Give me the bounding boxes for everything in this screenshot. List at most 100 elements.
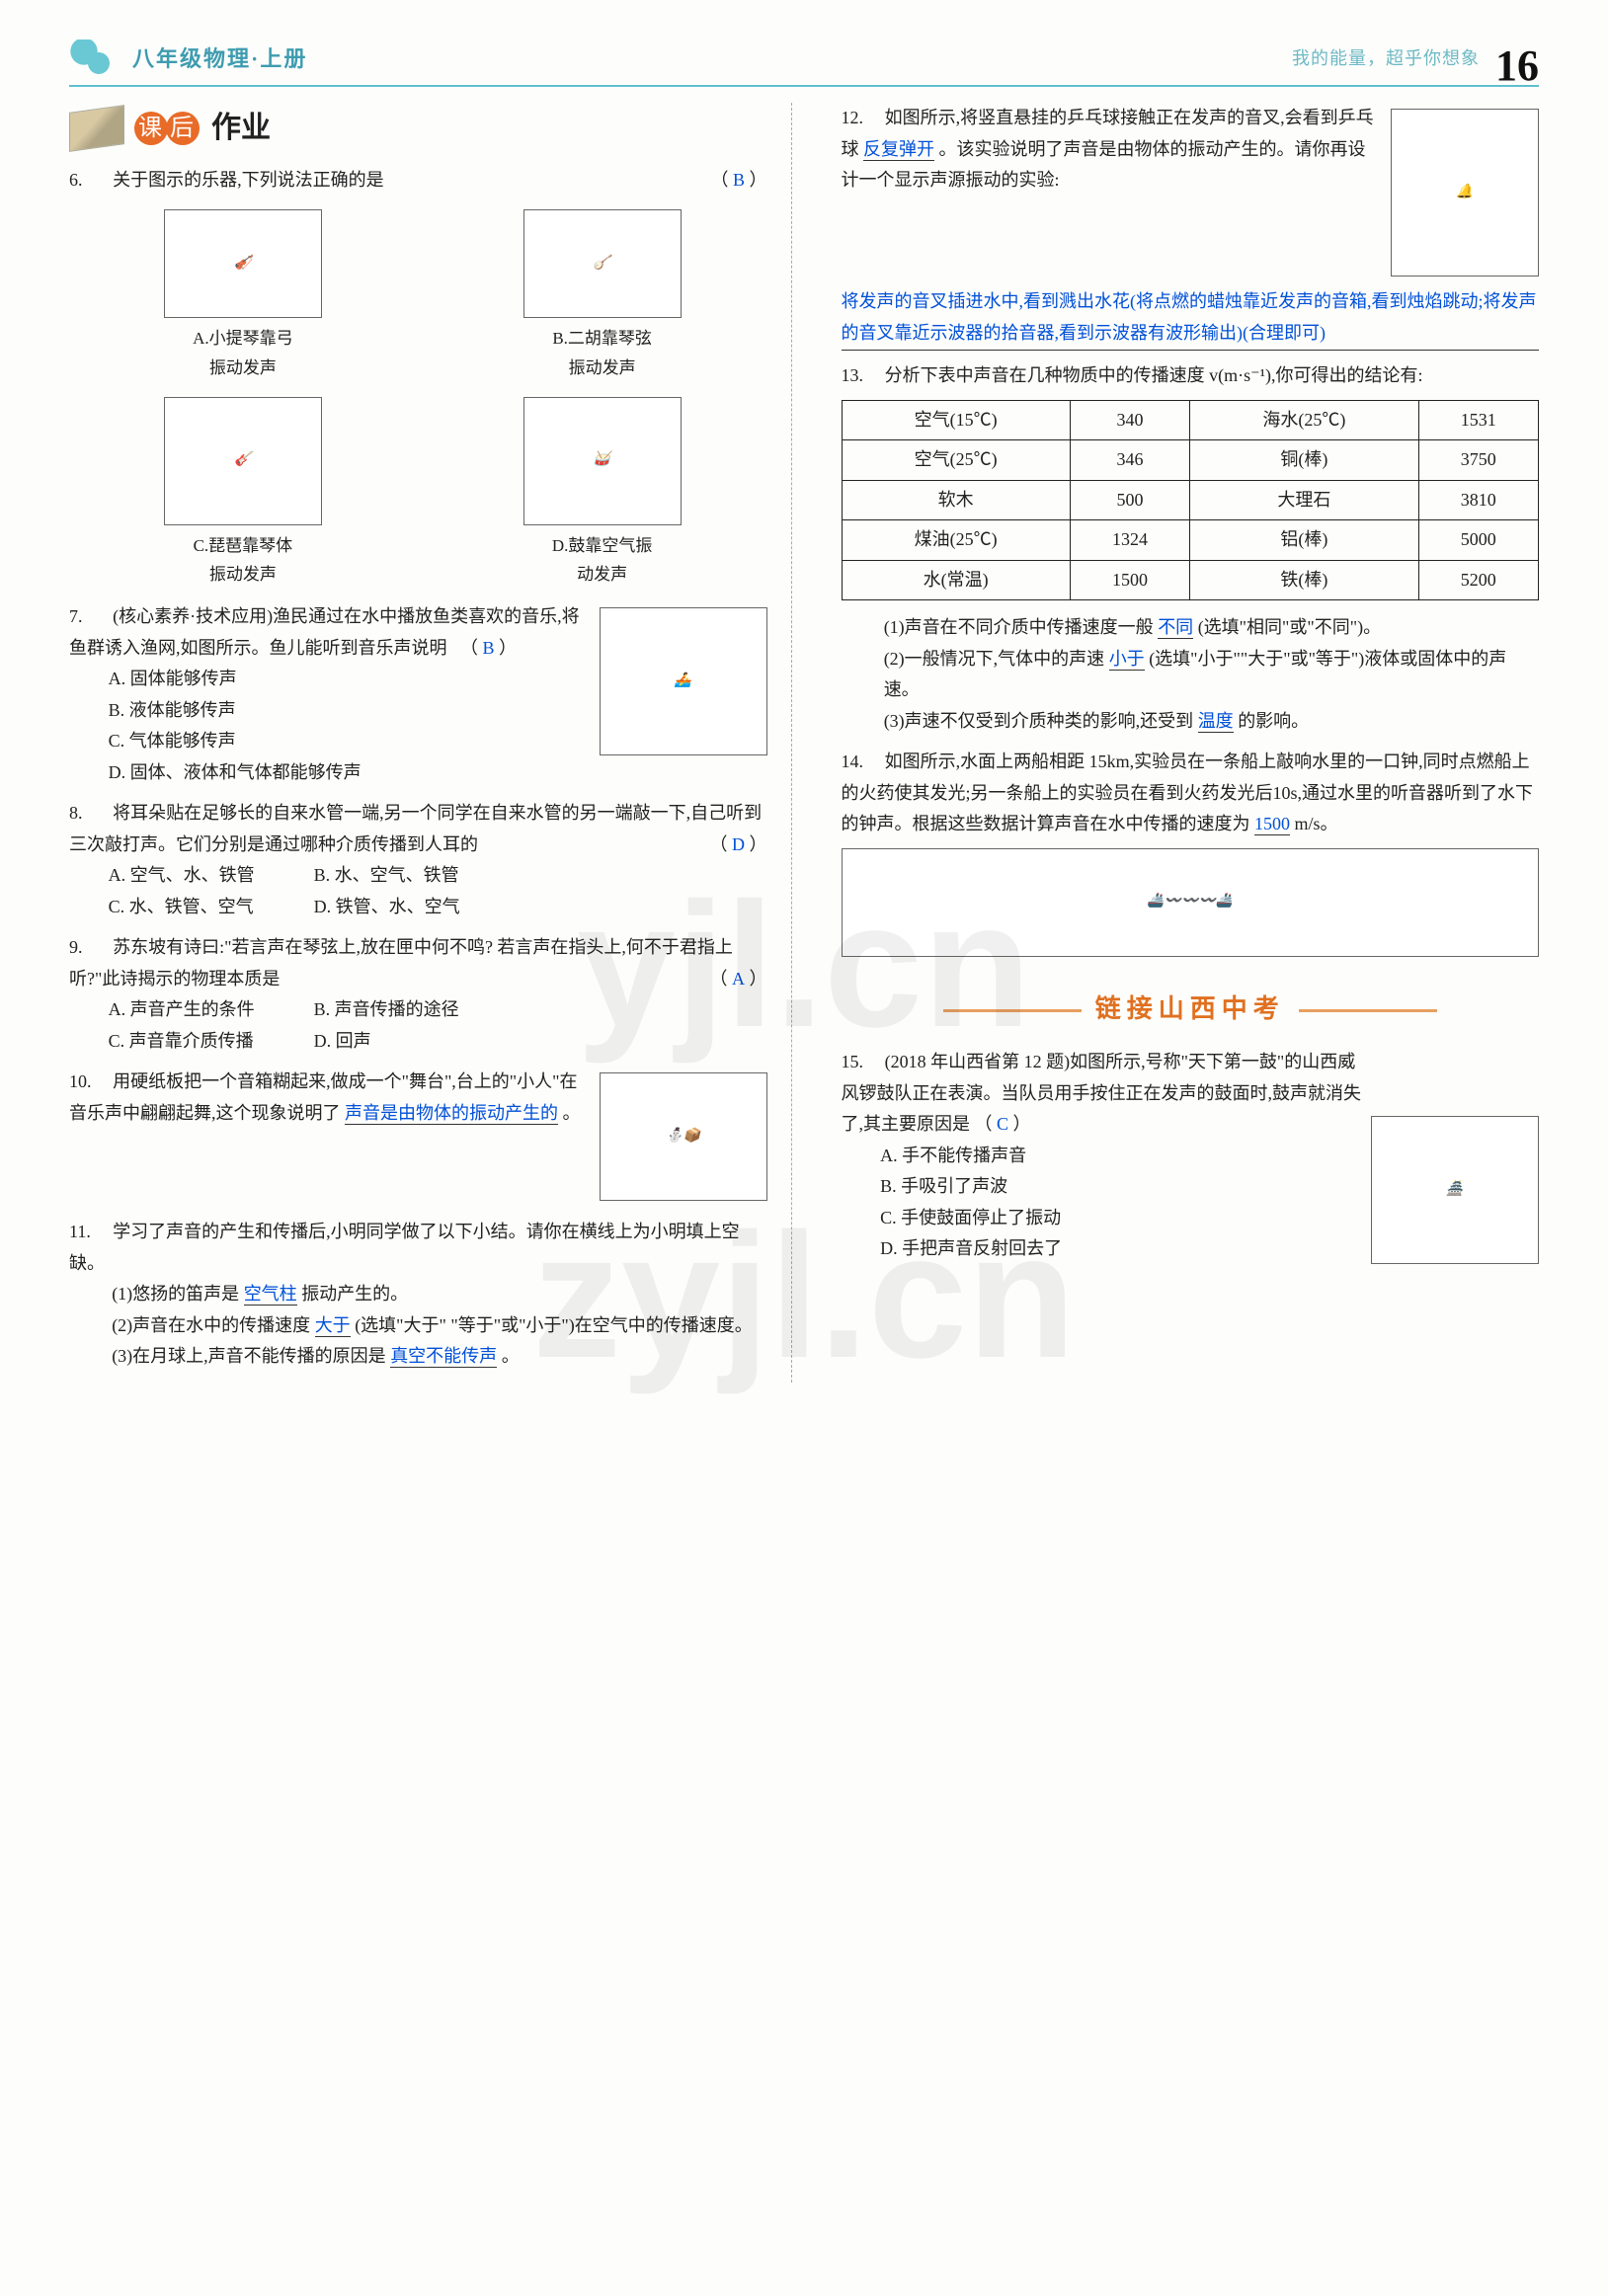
q14-fill: 1500	[1254, 814, 1290, 835]
q13-1fill: 不同	[1158, 617, 1193, 639]
table-cell: 346	[1070, 440, 1189, 481]
q8-num: 8.	[69, 798, 109, 830]
table-cell: 1531	[1418, 400, 1538, 440]
q6-num: 6.	[69, 165, 109, 197]
erhu-icon: 🪕	[523, 209, 682, 318]
section-homework: 课后 作业	[69, 103, 767, 155]
drums-icon: 🥁	[523, 397, 682, 525]
page-header: 八年级物理·上册 我的能量，超乎你想象	[69, 40, 1539, 87]
q15: 🏯 15. (2018 年山西省第 12 题)如图所示,号称"天下第一鼓"的山西…	[842, 1047, 1540, 1270]
q6-c: C.琵琶靠琴体 振动发声	[78, 531, 408, 591]
q12-num: 12.	[842, 103, 881, 134]
q10: ⛄📦 10. 用硬纸板把一个音箱糊起来,做成一个"舞台",台上的"小人"在音乐声…	[69, 1067, 767, 1207]
table-cell: 3750	[1418, 440, 1538, 481]
q15-num: 15.	[842, 1047, 881, 1078]
q11-1fill: 空气柱	[244, 1284, 297, 1306]
q8-text: 将耳朵贴在足够长的自来水管一端,另一个同学在自来水管的另一端敲一下,自己听到三次…	[69, 803, 762, 854]
q7-text: (核心素养·技术应用)渔民通过在水中播放鱼类喜欢的音乐,将鱼群诱入渔网,如图所示…	[69, 606, 580, 658]
q7-num: 7.	[69, 601, 109, 633]
q11-text: 学习了声音的产生和传播后,小明同学做了以下小结。请你在横线上为小明填上空缺。	[69, 1222, 740, 1273]
stage-icon: ⛄📦	[600, 1072, 767, 1201]
right-column: 🔔 12. 如图所示,将竖直悬挂的乒乓球接触正在发声的音叉,会看到乒乓球 反复弹…	[832, 103, 1540, 1383]
sec-c1: 课	[134, 112, 168, 145]
tuningfork-icon: 🔔	[1391, 109, 1539, 277]
table-cell: 1500	[1070, 560, 1189, 600]
q6-answer: B	[733, 170, 745, 190]
q13-3a: (3)声速不仅受到介质种类的影响,还受到	[884, 711, 1194, 731]
table-cell: 铜(棒)	[1190, 440, 1418, 481]
q14: 14. 如图所示,水面上两船相距 15km,实验员在一条船上敲响水里的一口钟,同…	[842, 747, 1540, 957]
table-cell: 5000	[1418, 520, 1538, 561]
q14-unit: m/s。	[1295, 814, 1338, 833]
q13: 13. 分析下表中声音在几种物质中的传播速度 v(m·s⁻¹),你可得出的结论有…	[842, 360, 1540, 737]
q10-num: 10.	[69, 1067, 109, 1098]
q11-2fill: 大于	[315, 1315, 351, 1337]
q9-c: C. 声音靠介质传播	[109, 1026, 255, 1058]
table-cell: 1324	[1070, 520, 1189, 561]
q7-d: D. 固体、液体和气体都能够传声	[109, 757, 767, 789]
page-number: 16	[1495, 28, 1539, 104]
table-cell: 铁(棒)	[1190, 560, 1418, 600]
q8-d: D. 铁管、水、空气	[314, 892, 460, 923]
q8: 8. 将耳朵贴在足够长的自来水管一端,另一个同学在自来水管的另一端敲一下,自己听…	[69, 798, 767, 922]
q13-2fill: 小于	[1109, 649, 1145, 671]
pipa-icon: 🎸	[164, 397, 322, 525]
q10-period: 。	[563, 1103, 581, 1123]
q13-1a: (1)声音在不同介质中传播速度一般	[884, 617, 1154, 637]
q9-a: A. 声音产生的条件	[109, 994, 255, 1026]
q14-num: 14.	[842, 747, 881, 778]
flourish-icon	[69, 40, 119, 79]
q8-answer: D	[732, 834, 745, 854]
table-cell: 水(常温)	[842, 560, 1070, 600]
q13-3fill: 温度	[1198, 711, 1234, 733]
q6-d: D.鼓靠空气振 动发声	[438, 531, 767, 591]
left-column: 课后 作业 6. 关于图示的乐器,下列说法正确的是 （ B ） 🎻 A.小提琴靠…	[69, 103, 792, 1383]
q11-3a: (3)在月球上,声音不能传播的原因是	[112, 1346, 386, 1366]
slogan: 我的能量，超乎你想象	[1292, 43, 1480, 75]
speed-table: 空气(15℃)340海水(25℃)1531 空气(25℃)346铜(棒)3750 软…	[842, 400, 1540, 601]
table-cell: 铝(棒)	[1190, 520, 1418, 561]
table-cell: 340	[1070, 400, 1189, 440]
table-cell: 空气(25℃)	[842, 440, 1070, 481]
q15-text: (2018 年山西省第 12 题)如图所示,号称"天下第一鼓"的山西威风锣鼓队正…	[842, 1052, 1362, 1134]
sec-rest: 作业	[211, 103, 271, 155]
fisherman-icon: 🚣	[600, 607, 767, 755]
books-icon	[69, 105, 124, 152]
table-cell: 大理石	[1190, 480, 1418, 520]
section-exam-link: 链接山西中考	[842, 987, 1540, 1032]
q8-a: A. 空气、水、铁管	[109, 860, 255, 892]
q6-text: 关于图示的乐器,下列说法正确的是	[113, 170, 384, 190]
table-cell: 软木	[842, 480, 1070, 520]
table-cell: 3810	[1418, 480, 1538, 520]
q7-answer: B	[483, 638, 495, 658]
q6-a: A.小提琴靠弓 振动发声	[78, 324, 408, 383]
q9-b: B. 声音传播的途径	[314, 994, 459, 1026]
table-cell: 空气(15℃)	[842, 400, 1070, 440]
q11-2a: (2)声音在水中的传播速度	[112, 1315, 310, 1335]
q9-answer: A	[732, 969, 745, 989]
table-cell: 海水(25℃)	[1190, 400, 1418, 440]
q13-num: 13.	[842, 360, 881, 392]
q12-fill1: 反复弹开	[863, 139, 934, 161]
q13-intro: 分析下表中声音在几种物质中的传播速度 v(m·s⁻¹),你可得出的结论有:	[885, 365, 1423, 385]
q12-fill2: 将发声的音叉插进水中,看到溅出水花(将点燃的蜡烛靠近发声的音箱,看到烛焰跳动;将…	[842, 286, 1540, 351]
q9-num: 9.	[69, 932, 109, 964]
q13-3b: 的影响。	[1238, 711, 1309, 731]
q6-b: B.二胡靠琴弦 振动发声	[438, 324, 767, 383]
q11-3fill: 真空不能传声	[390, 1346, 497, 1368]
q11-1b: 振动产生的。	[301, 1284, 408, 1304]
q7: 🚣 7. (核心素养·技术应用)渔民通过在水中播放鱼类喜欢的音乐,将鱼群诱入渔网…	[69, 601, 767, 788]
q11-2b: (选填"大于" "等于"或"小于")在空气中的传播速度。	[355, 1315, 753, 1335]
sec-c2: 后	[166, 112, 200, 145]
q9-text: 苏东坡有诗曰:"若言声在琴弦上,放在匣中何不鸣? 若言声在指头上,何不于君指上听…	[69, 937, 733, 989]
q11-3b: 。	[502, 1346, 520, 1366]
q13-2a: (2)一般情况下,气体中的声速	[884, 649, 1105, 669]
q8-c: C. 水、铁管、空气	[109, 892, 255, 923]
boats-icon: 🚢〰️〰️〰️🚢	[842, 848, 1540, 957]
violin-icon: 🎻	[164, 209, 322, 318]
table-cell: 煤油(25℃)	[842, 520, 1070, 561]
q11-1a: (1)悠扬的笛声是	[112, 1284, 239, 1304]
grade-title: 八年级物理·上册	[132, 40, 307, 79]
q8-b: B. 水、空气、铁管	[314, 860, 460, 892]
q6: 6. 关于图示的乐器,下列说法正确的是 （ B ） 🎻 A.小提琴靠弓 振动发声…	[69, 165, 767, 591]
